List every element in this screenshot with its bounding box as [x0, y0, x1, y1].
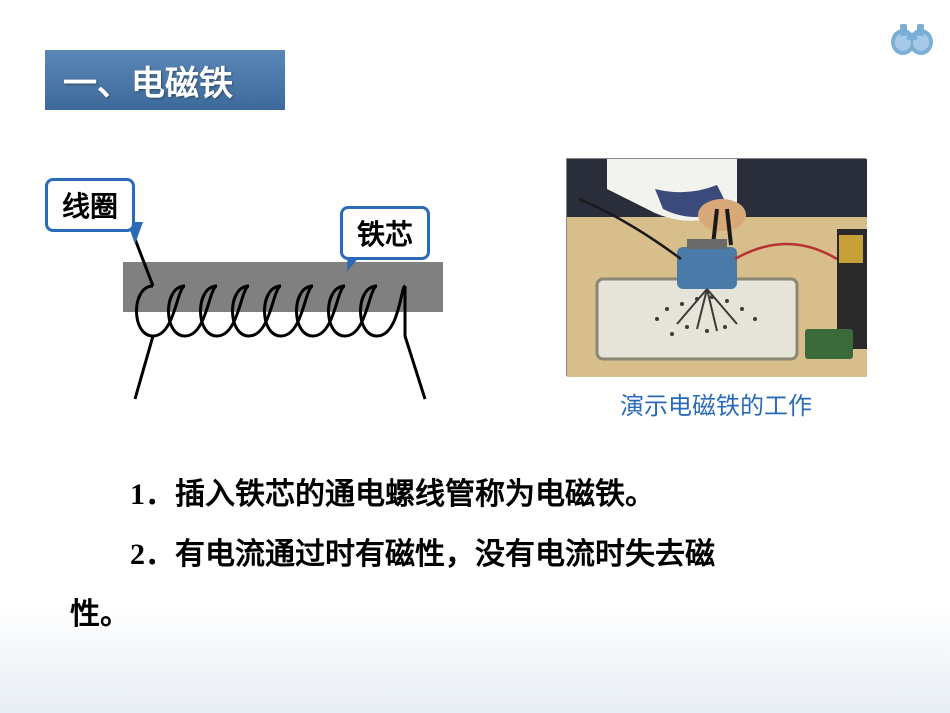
- definition-line-2a: 2．有电流通过时有磁性，没有电流时失去磁: [70, 525, 890, 585]
- definition-line-1: 1．插入铁芯的通电螺线管称为电磁铁。: [70, 465, 890, 525]
- section-title: 一、电磁铁: [63, 56, 233, 105]
- demo-photo: [566, 158, 866, 376]
- body-text: 1．插入铁芯的通电螺线管称为电磁铁。 2．有电流通过时有磁性，没有电流时失去磁 …: [70, 465, 890, 645]
- label-coil: 线圈: [45, 178, 135, 232]
- definition-line-2b: 性。: [70, 585, 890, 645]
- binoculars-icon: [886, 12, 938, 64]
- electromagnet-diagram: 线圈 铁芯: [45, 170, 520, 410]
- label-core: 铁芯: [340, 206, 430, 260]
- section-header: 一、电磁铁: [45, 50, 285, 110]
- photo-caption: 演示电磁铁的工作: [566, 386, 866, 421]
